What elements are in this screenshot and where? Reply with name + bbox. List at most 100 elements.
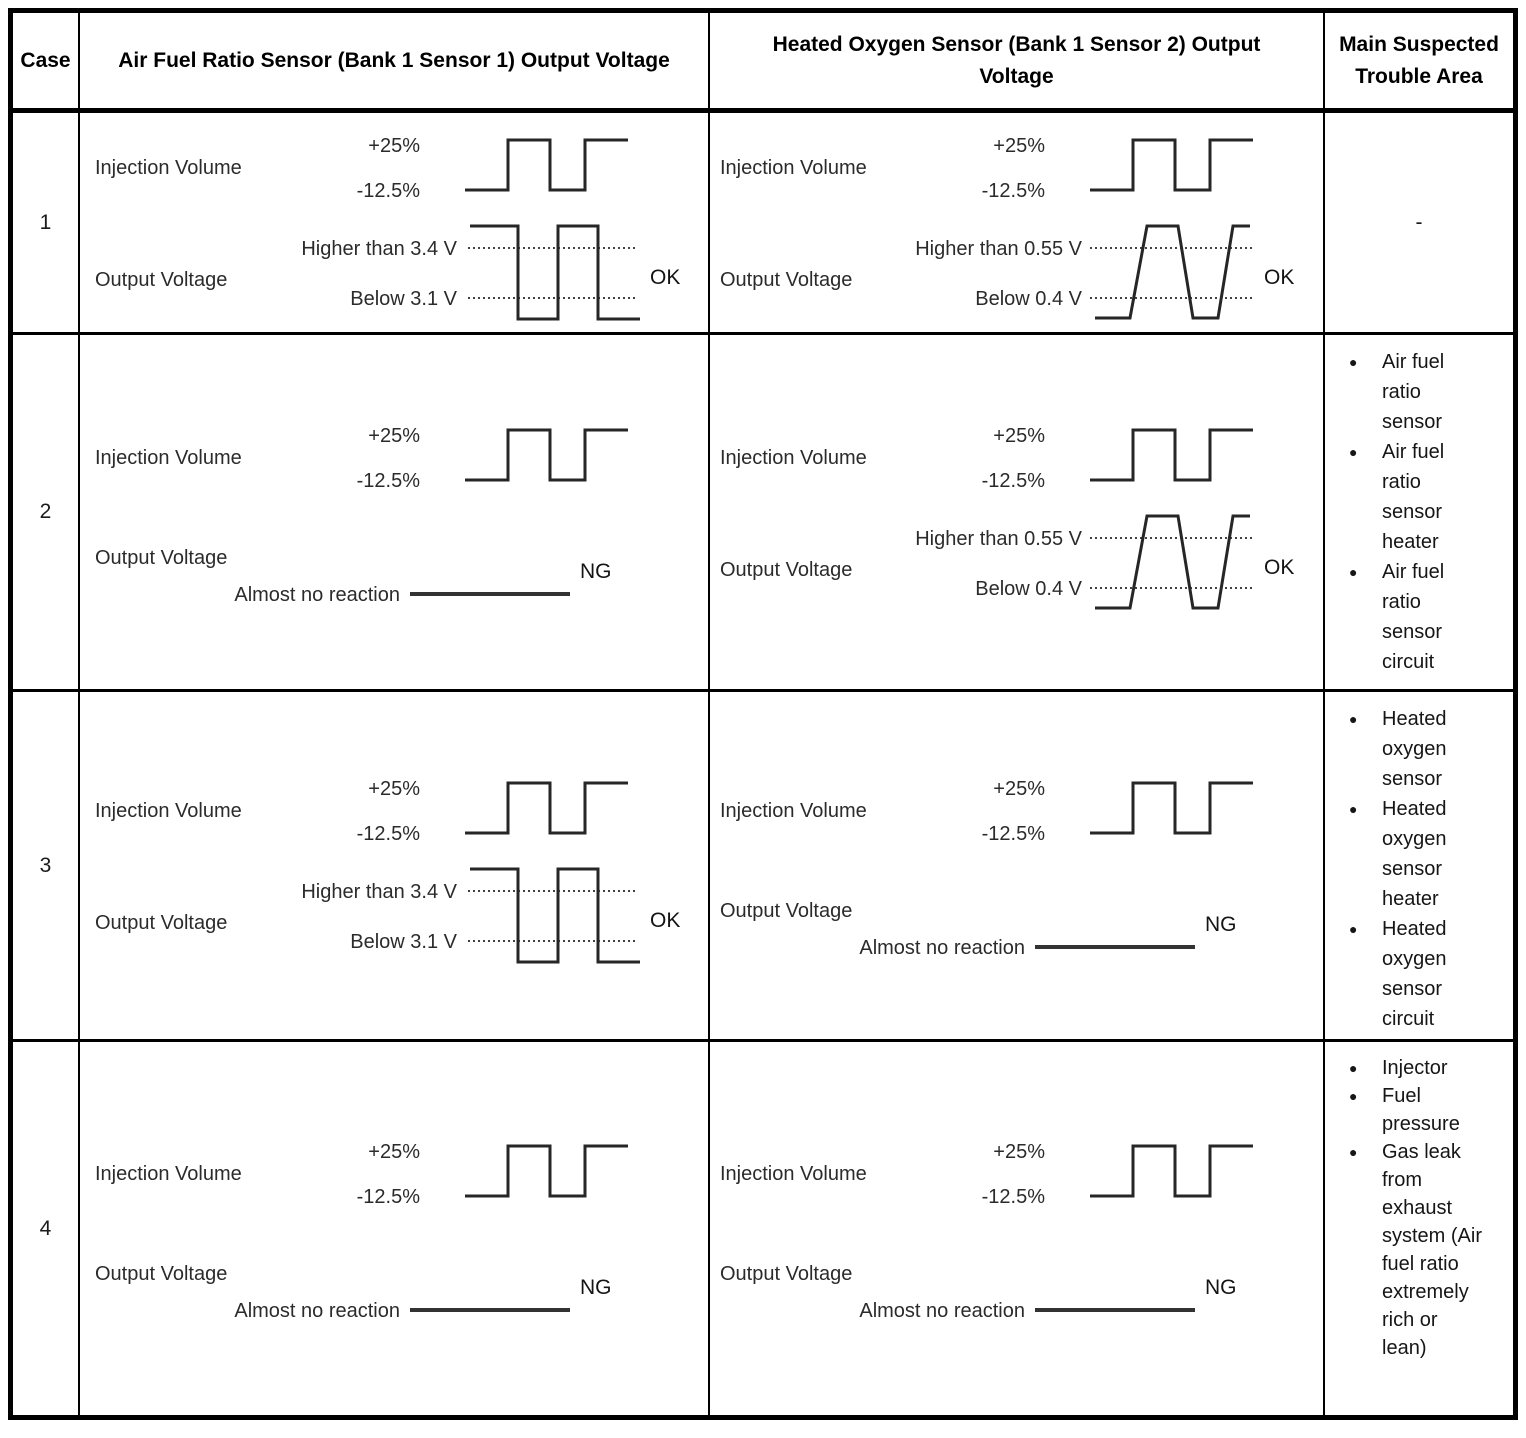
header-afr-sensor: Air Fuel Ratio Sensor (Bank 1 Sensor 1) … [80,13,710,113]
header-o2-sensor: Heated Oxygen Sensor (Bank 1 Sensor 2) O… [710,13,1325,113]
injection-square-wave [465,428,628,481]
afr-cell-case4: Injection Volume +25% -12.5% Output Volt… [80,1042,710,1415]
injection-high-label: +25% [368,425,420,447]
trouble-item: ● Air fuel ratio sensor circuit [1349,557,1513,677]
injection-volume-graph: Injection Volume +25% -12.5% [95,1141,628,1208]
o2-cell-case4: Injection Volume +25% -12.5% Output Volt… [710,1042,1325,1415]
injection-low-label: -12.5% [982,1186,1046,1208]
threshold-high-label: Higher than 0.55 V [915,238,1082,260]
trouble-item-text: Air fuel ratio sensor heater [1382,441,1445,553]
service-manual-page: Case Air Fuel Ratio Sensor (Bank 1 Senso… [0,8,1526,1438]
trouble-cell-case3: ● Heated oxygen sensor ● Heated oxygen sen… [1325,692,1513,1042]
injection-high-label: +25% [368,778,420,800]
bullet-icon: ● [1349,564,1358,580]
trouble-item: ● Gas leak from exhaust system (Air fuel … [1349,1138,1513,1362]
output-voltage-label: Output Voltage [720,1263,852,1285]
injection-volume-graph: Injection Volume +25% -12.5% [720,425,1253,492]
injection-volume-label: Injection Volume [720,1163,867,1185]
injection-volume-graph: Injection Volume +25% -12.5% [720,135,1253,202]
output-voltage-graph-ok: Output Voltage Higher than 0.55 V Below … [720,224,1294,320]
output-voltage-label: Output Voltage [95,1263,227,1285]
trouble-item-text: Air fuel ratio sensor [1382,351,1445,433]
bullet-icon: ● [1349,1060,1358,1076]
injection-high-label: +25% [368,135,420,157]
output-trapezoid-wave [1095,224,1250,320]
result-ng-label: NG [580,560,612,583]
bullet-icon: ● [1349,1144,1358,1160]
no-reaction-label: Almost no reaction [859,937,1025,959]
result-ng-label: NG [580,1276,612,1299]
injection-volume-label: Injection Volume [95,1163,242,1185]
result-ok-label: OK [650,266,680,289]
result-ok-label: OK [1264,556,1294,579]
output-square-wave [470,224,640,321]
header-trouble-area: Main Suspected Trouble Area [1325,13,1513,113]
bullet-icon: ● [1349,354,1358,370]
injection-volume-label: Injection Volume [95,800,242,822]
trouble-item-text: Fuel pressure [1382,1085,1460,1135]
no-reaction-label: Almost no reaction [859,1300,1025,1322]
injection-volume-label: Injection Volume [720,447,867,469]
threshold-low-label: Below 0.4 V [975,578,1082,600]
bullet-icon: ● [1349,1088,1358,1104]
bullet-icon: ● [1349,801,1358,817]
injection-low-label: -12.5% [982,470,1046,492]
threshold-high-label: Higher than 3.4 V [301,238,457,260]
trouble-list: ● Air fuel ratio sensor ● Air fuel ratio s… [1325,347,1513,677]
bullet-icon: ● [1349,921,1358,937]
trouble-cell-case1: - [1325,113,1513,335]
output-voltage-label: Output Voltage [720,269,852,291]
threshold-low-label: Below 0.4 V [975,288,1082,310]
trouble-item-text: Gas leak from exhaust system (Air fuel r… [1382,1141,1482,1359]
injection-low-label: -12.5% [982,823,1046,845]
output-voltage-graph-ok: Output Voltage Higher than 0.55 V Below … [720,514,1294,609]
header-case: Case [13,13,80,113]
injection-volume-graph: Injection Volume +25% -12.5% [720,1141,1253,1208]
bullet-icon: ● [1349,444,1358,460]
no-reaction-label: Almost no reaction [234,584,400,606]
trouble-item-text: Heated oxygen sensor circuit [1382,918,1447,1030]
injection-high-label: +25% [993,1141,1045,1163]
threshold-low-label: Below 3.1 V [350,288,457,310]
output-voltage-label: Output Voltage [95,912,227,934]
result-ng-label: NG [1205,913,1237,936]
injection-square-wave [1090,781,1253,835]
injection-square-wave [1090,138,1253,192]
injection-low-label: -12.5% [357,470,421,492]
result-ok-label: OK [1264,266,1294,289]
trouble-item-text: Heated oxygen sensor heater [1382,798,1447,910]
injection-high-label: +25% [993,135,1045,157]
injection-volume-graph: Injection Volume +25% -12.5% [95,778,628,845]
output-voltage-graph-ng: Output Voltage Almost no reaction NG [720,900,1237,959]
trouble-item: ● Air fuel ratio sensor heater [1349,437,1513,557]
no-reaction-label: Almost no reaction [234,1300,400,1322]
trouble-item: ● Injector [1349,1054,1513,1082]
case-number-4: 4 [13,1042,80,1415]
threshold-high-label: Higher than 0.55 V [915,528,1082,550]
trouble-item: ● Air fuel ratio sensor [1349,347,1513,437]
injection-square-wave [465,1144,628,1198]
output-voltage-graph-ng: Output Voltage Almost no reaction NG [95,547,612,606]
injection-volume-graph: Injection Volume +25% -12.5% [720,778,1253,845]
trouble-item: ● Heated oxygen sensor heater [1349,794,1513,914]
injection-low-label: -12.5% [357,1186,421,1208]
injection-high-label: +25% [993,425,1045,447]
injection-volume-label: Injection Volume [720,157,867,179]
output-voltage-graph-ng: Output Voltage Almost no reaction NG [720,1263,1237,1322]
afr-cell-case2: Injection Volume +25% -12.5% Output Volt… [80,335,710,692]
output-trapezoid-wave [1095,514,1250,609]
trouble-item-text: Heated oxygen sensor [1382,708,1447,790]
output-voltage-graph-ok: Output Voltage Higher than 3.4 V Below 3… [95,867,680,964]
trouble-item: ● Heated oxygen sensor circuit [1349,914,1513,1034]
injection-square-wave [465,138,628,192]
injection-low-label: -12.5% [982,180,1046,202]
trouble-item: ● Heated oxygen sensor [1349,704,1513,794]
output-voltage-label: Output Voltage [95,269,227,291]
afr-cell-case3: Injection Volume +25% -12.5% Output Volt… [80,692,710,1042]
threshold-low-label: Below 3.1 V [350,931,457,953]
trouble-item-text: Injector [1382,1057,1448,1079]
injection-volume-label: Injection Volume [95,447,242,469]
o2-cell-case3: Injection Volume +25% -12.5% Output Volt… [710,692,1325,1042]
trouble-cell-case4: ● Injector ● Fuel pressure ● Gas leak from … [1325,1042,1513,1415]
output-voltage-label: Output Voltage [95,547,227,569]
